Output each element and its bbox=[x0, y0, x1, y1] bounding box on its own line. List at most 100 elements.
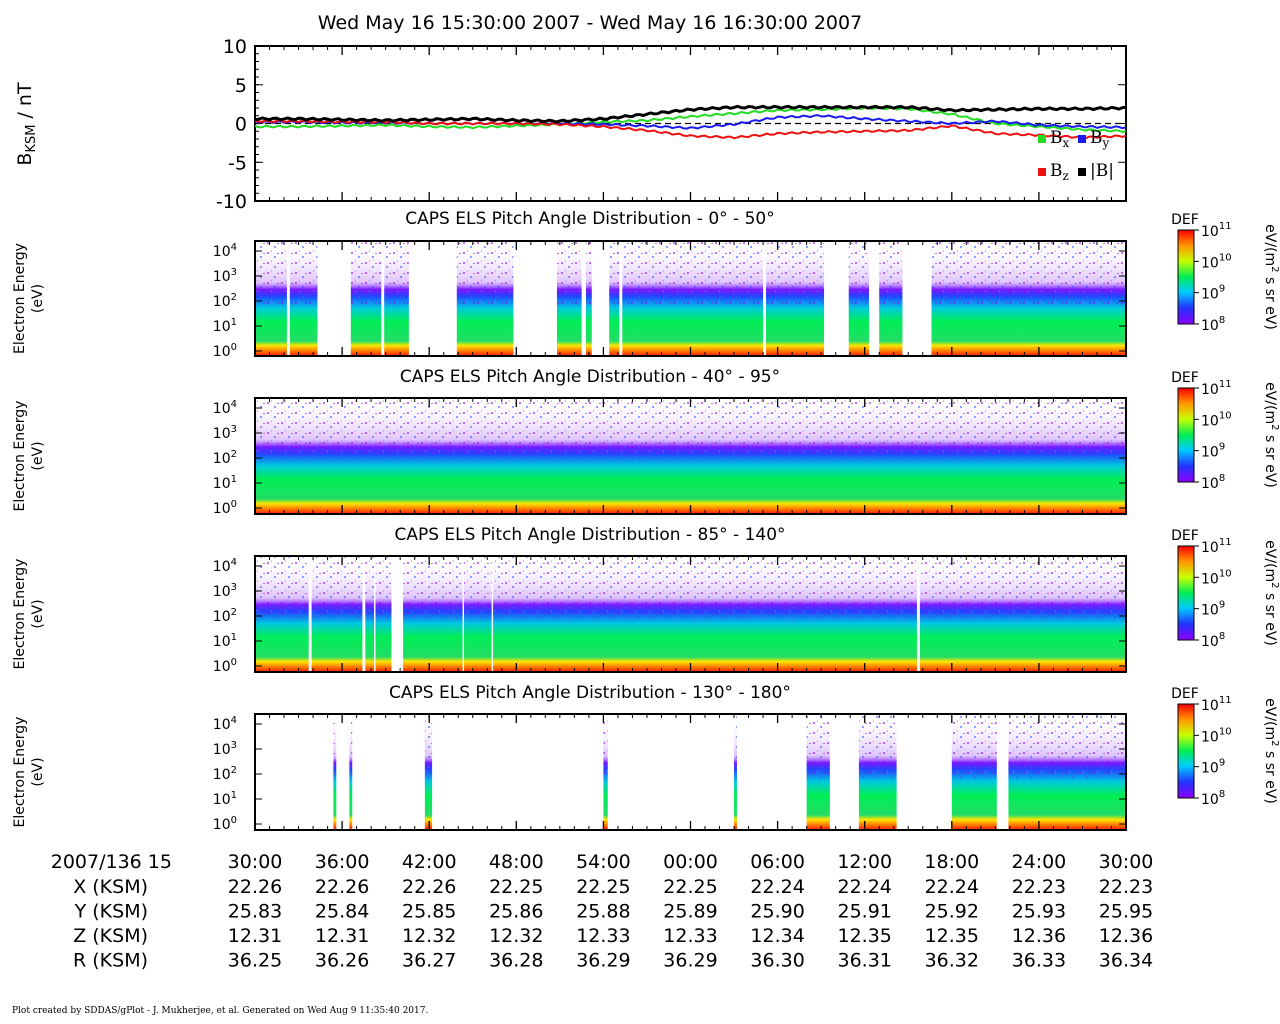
data-gap bbox=[581, 241, 586, 356]
ephemeris-value: 25.92 bbox=[925, 901, 979, 923]
spectrogram-panel-1: CAPS ELS Pitch Angle Distribution - 0° -… bbox=[12, 209, 1280, 360]
panel-title: CAPS ELS Pitch Angle Distribution - 0° -… bbox=[405, 209, 774, 229]
colorbar bbox=[1177, 545, 1195, 641]
energy-tick-label: 104 bbox=[213, 399, 237, 417]
data-gap bbox=[308, 556, 312, 672]
data-gap bbox=[513, 241, 557, 356]
ephemeris-value: 25.93 bbox=[1012, 901, 1066, 923]
ephemeris-value: 36.34 bbox=[1099, 950, 1153, 972]
energy-tick-label: 100 bbox=[213, 815, 237, 833]
time-tick-label: 12:00 bbox=[837, 851, 892, 873]
data-gap bbox=[286, 241, 290, 356]
energy-tick-label: 100 bbox=[213, 499, 237, 517]
ephemeris-value: 22.23 bbox=[1099, 876, 1153, 898]
energy-tick-label: 101 bbox=[213, 790, 237, 808]
ephemeris-value: 22.24 bbox=[750, 876, 804, 898]
energy-yunit: (eV) bbox=[30, 441, 46, 470]
ephemeris-value: 12.31 bbox=[228, 925, 282, 947]
colorbar-tick-label: 1010 bbox=[1201, 252, 1232, 271]
energy-tick-label: 102 bbox=[213, 765, 237, 783]
mag-ytick-label: 10 bbox=[223, 36, 247, 58]
legend-swatch-bz bbox=[1038, 168, 1046, 176]
ephemeris-row-label: Z (KSM) bbox=[73, 925, 148, 947]
data-gap bbox=[902, 241, 932, 356]
energy-tick-label: 104 bbox=[213, 242, 237, 260]
mag-ytick-label: -5 bbox=[228, 152, 247, 174]
colorbar-unit: eV/(m2 s sr eV) bbox=[1262, 224, 1280, 330]
energy-tick-label: 102 bbox=[213, 607, 237, 625]
ephemeris-value: 12.33 bbox=[576, 925, 630, 947]
colorbar-label: DEF bbox=[1171, 370, 1199, 386]
ephemeris-value: 36.29 bbox=[576, 950, 630, 972]
colorbar-tick-label: 108 bbox=[1201, 315, 1225, 334]
ephemeris-row-label: Y (KSM) bbox=[74, 901, 148, 923]
ephemeris-value: 25.83 bbox=[228, 901, 282, 923]
energy-tick-label: 100 bbox=[213, 657, 237, 675]
energy-tick-label: 103 bbox=[213, 740, 237, 758]
data-gap bbox=[362, 556, 366, 672]
ephemeris-table: 2007/136 15 X (KSM) 22.26 22.26 22.26 22.25 22… bbox=[51, 851, 1153, 972]
data-gap bbox=[336, 714, 350, 830]
time-tick-label: 30:00 bbox=[228, 851, 283, 873]
data-gap bbox=[408, 241, 457, 356]
colorbar-tick-label: 1011 bbox=[1201, 379, 1232, 398]
ephemeris-header: 2007/136 15 bbox=[51, 851, 172, 873]
data-gap bbox=[736, 714, 807, 830]
ephemeris-value: 36.26 bbox=[315, 950, 369, 972]
data-gap bbox=[824, 241, 849, 356]
legend-label-by: By bbox=[1090, 128, 1110, 150]
ephemeris-value: 22.26 bbox=[315, 876, 369, 898]
ephemeris-value: 12.32 bbox=[402, 925, 456, 947]
spectrogram-speckle bbox=[255, 556, 1126, 620]
energy-ylabel: Electron Energy bbox=[12, 559, 28, 670]
ephemeris-value: 25.95 bbox=[1099, 901, 1153, 923]
colorbar-label: DEF bbox=[1171, 528, 1199, 544]
ephemeris-value: 22.26 bbox=[228, 876, 282, 898]
colorbar-label: DEF bbox=[1171, 686, 1199, 702]
spectrogram-panel-3: CAPS ELS Pitch Angle Distribution - 85° … bbox=[12, 525, 1280, 675]
data-gap bbox=[317, 241, 351, 356]
time-tick-label: 24:00 bbox=[1012, 851, 1067, 873]
colorbar-tick-label: 108 bbox=[1201, 473, 1225, 492]
data-gap bbox=[591, 241, 610, 356]
ephemeris-value: 36.30 bbox=[750, 950, 804, 972]
ephemeris-value: 12.31 bbox=[315, 925, 369, 947]
panel-title: CAPS ELS Pitch Angle Distribution - 85° … bbox=[394, 525, 785, 545]
energy-yunit: (eV) bbox=[30, 757, 46, 786]
data-gap bbox=[432, 714, 604, 830]
colorbar-tick-label: 1010 bbox=[1201, 726, 1232, 745]
colorbar-tick-label: 108 bbox=[1201, 631, 1225, 650]
data-gap bbox=[374, 556, 376, 672]
data-gap bbox=[607, 714, 735, 830]
energy-tick-label: 103 bbox=[213, 424, 237, 442]
mag-ytick-label: 5 bbox=[235, 75, 247, 97]
time-title: Wed May 16 15:30:00 2007 - Wed May 16 16… bbox=[318, 12, 862, 34]
ephemeris-value: 22.24 bbox=[837, 876, 891, 898]
ephemeris-value: 36.25 bbox=[228, 950, 282, 972]
legend-label-btot: |B| bbox=[1090, 161, 1114, 181]
time-tick-label: 00:00 bbox=[663, 851, 718, 873]
energy-tick-label: 103 bbox=[213, 267, 237, 285]
energy-ylabel: Electron Energy bbox=[12, 401, 28, 512]
ephemeris-value: 36.32 bbox=[925, 950, 979, 972]
energy-ylabel: Electron Energy bbox=[12, 717, 28, 828]
energy-yunit: (eV) bbox=[30, 599, 46, 628]
energy-tick-label: 101 bbox=[213, 474, 237, 492]
colorbar-tick-label: 1011 bbox=[1201, 695, 1232, 714]
data-gap bbox=[763, 241, 766, 356]
energy-tick-label: 104 bbox=[213, 557, 237, 575]
time-tick-label: 36:00 bbox=[315, 851, 370, 873]
energy-yunit: (eV) bbox=[30, 284, 46, 313]
ephemeris-value: 36.27 bbox=[402, 950, 456, 972]
spectrogram-panel-2: CAPS ELS Pitch Angle Distribution - 40° … bbox=[12, 367, 1280, 517]
colorbar-tick-label: 109 bbox=[1201, 284, 1225, 303]
ephemeris-value: 22.25 bbox=[576, 876, 630, 898]
ephemeris-row-label: X (KSM) bbox=[73, 876, 148, 898]
panel-title: CAPS ELS Pitch Angle Distribution - 130°… bbox=[389, 683, 791, 703]
colorbar-tick-label: 109 bbox=[1201, 600, 1225, 619]
ephemeris-value: 36.28 bbox=[489, 950, 543, 972]
ephemeris-value: 22.23 bbox=[1012, 876, 1066, 898]
colorbar bbox=[1177, 387, 1195, 483]
ephemeris-row-label: R (KSM) bbox=[73, 950, 148, 972]
